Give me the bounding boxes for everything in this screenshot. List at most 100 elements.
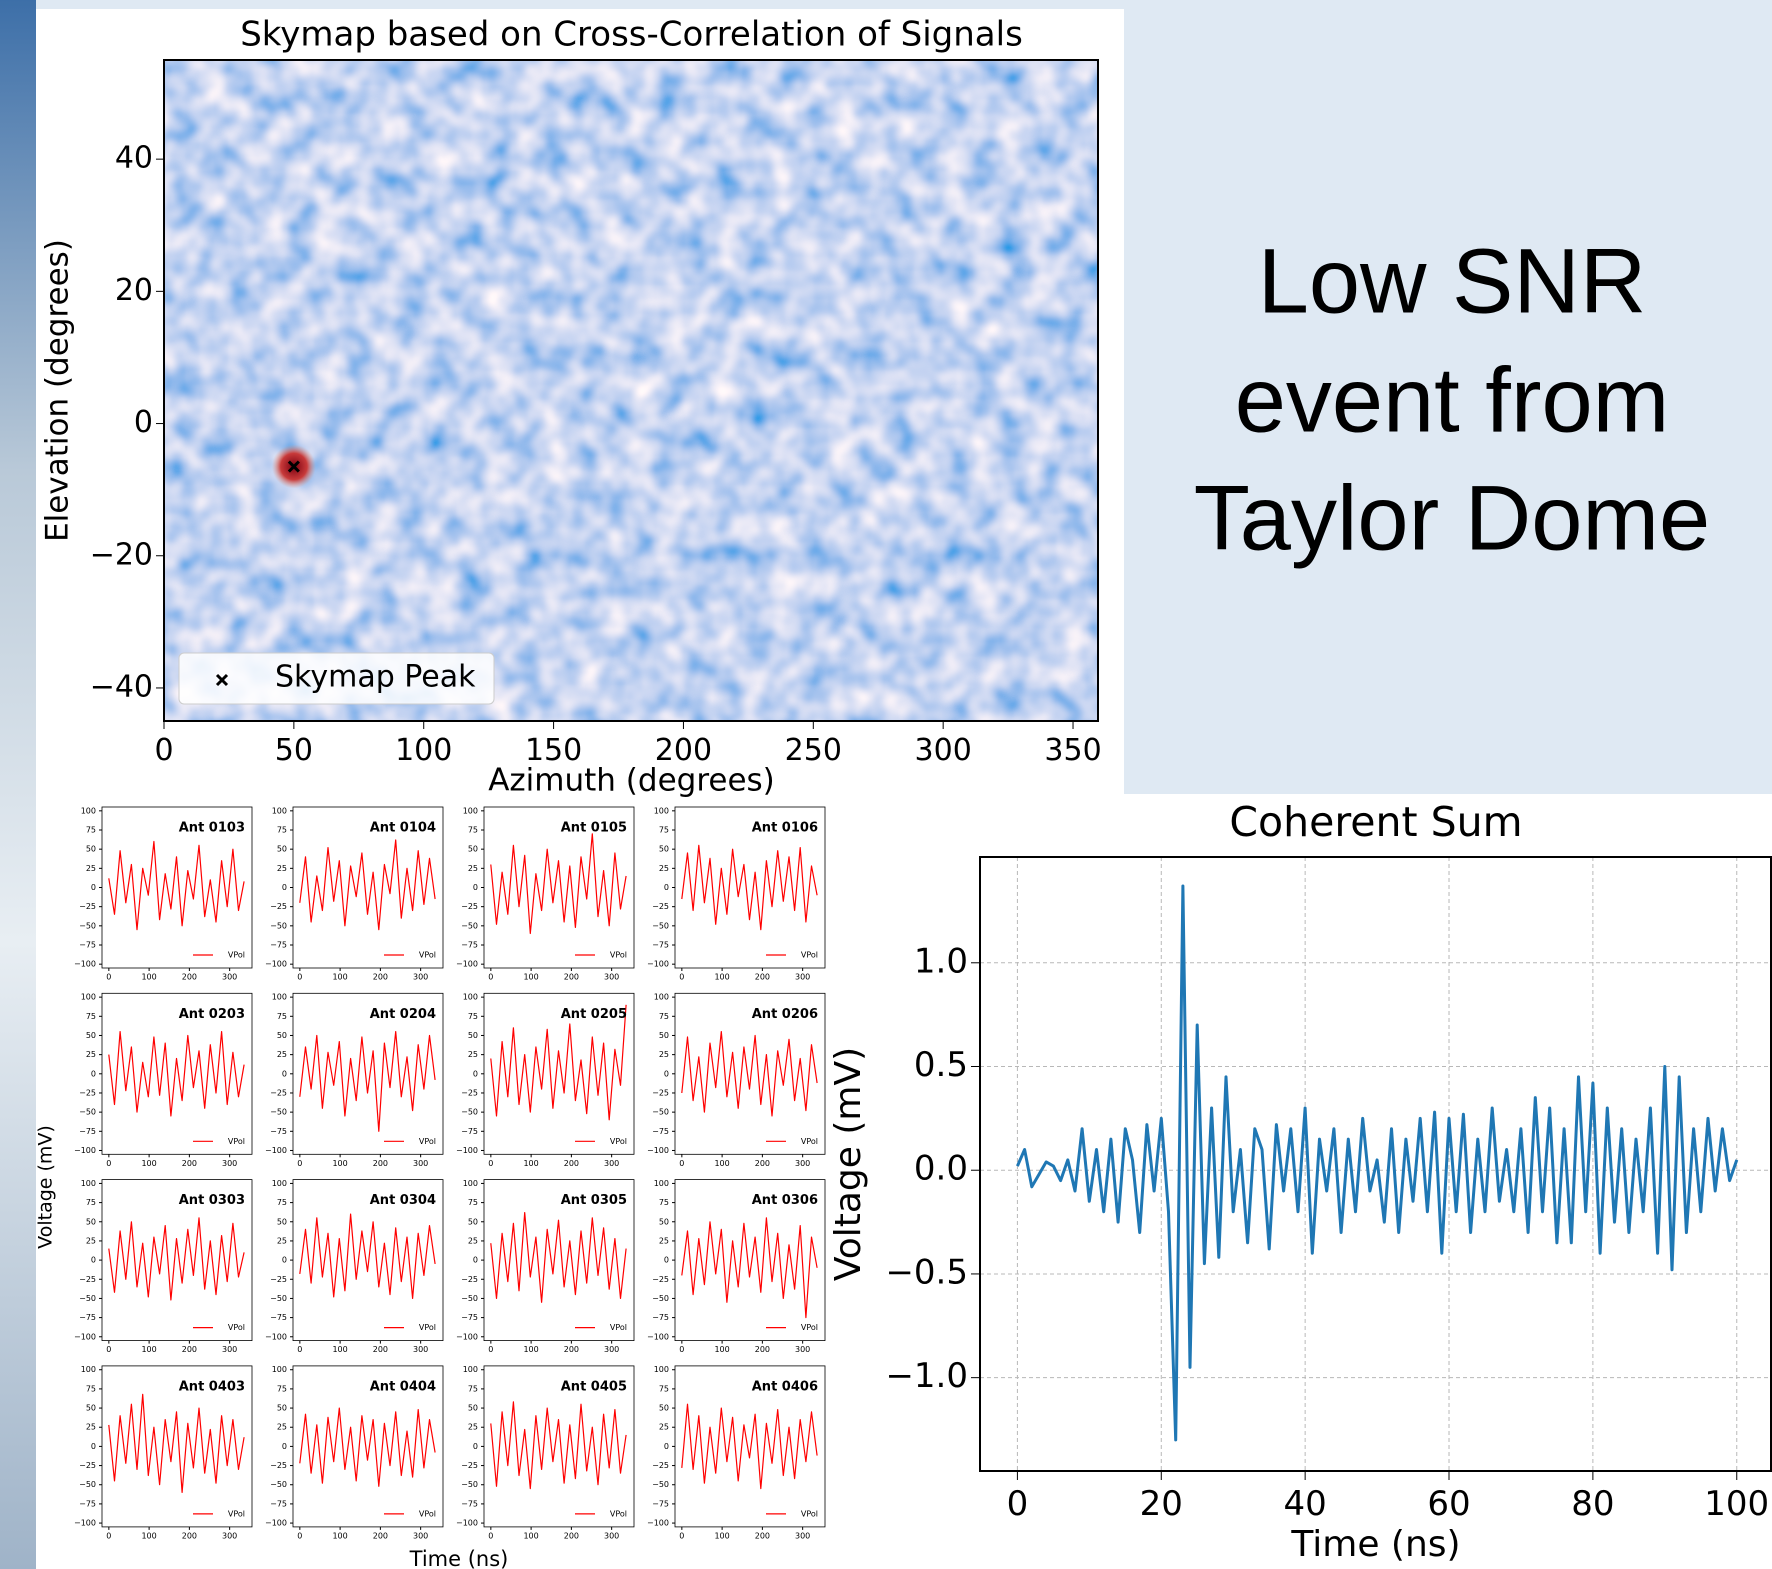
y-tick-label: −25: [461, 1088, 478, 1097]
y-tick-label: −25: [652, 1461, 669, 1470]
y-tick-label: 75: [659, 826, 669, 835]
x-tick-label: 100: [141, 1159, 156, 1168]
x-axis-label: Time (ns): [409, 1547, 509, 1569]
legend-label: VPol: [610, 951, 627, 960]
x-tick-label: 200: [564, 1345, 579, 1354]
y-tick-label: −50: [270, 1108, 287, 1117]
antenna-label: Ant 0105: [561, 821, 627, 836]
line-series: [108, 1217, 245, 1301]
antenna-label: Ant 0205: [561, 1007, 627, 1022]
y-tick-label: −25: [461, 1275, 478, 1284]
x-tick-label: 300: [222, 1159, 237, 1168]
legend-label: VPol: [419, 1137, 436, 1146]
y-tick-label: 50: [277, 845, 287, 854]
antenna-label: Ant 0204: [370, 1007, 436, 1022]
y-tick-label: −20: [90, 537, 153, 572]
x-tick-label: 300: [795, 1159, 810, 1168]
y-tick-label: 100: [81, 806, 96, 815]
y-tick-label: −75: [270, 1127, 287, 1136]
antenna-label: Ant 0403: [179, 1379, 245, 1394]
y-tick-label: −50: [79, 1480, 96, 1489]
x-tick-label: 200: [182, 1531, 197, 1540]
y-tick-label: −100: [456, 1519, 478, 1528]
y-tick-label: 50: [277, 1217, 287, 1226]
y-tick-label: −50: [270, 921, 287, 930]
y-tick-label: 50: [659, 1031, 669, 1040]
y-tick-label: 75: [277, 1384, 287, 1393]
y-tick-label: −50: [461, 1108, 478, 1117]
x-tick-label: 0: [297, 1159, 302, 1168]
y-tick-label: 0: [473, 1069, 478, 1078]
y-tick-label: −75: [461, 1127, 478, 1136]
line-series: [108, 840, 245, 931]
y-tick-label: −100: [265, 1519, 287, 1528]
y-tick-label: −0.5: [885, 1252, 968, 1292]
line-series: [299, 839, 436, 931]
antenna-label: Ant 0405: [561, 1379, 627, 1394]
y-tick-label: −100: [74, 1332, 96, 1341]
plot-frame: [292, 806, 444, 969]
y-tick-label: 0: [664, 1442, 669, 1451]
title-panel: [1124, 0, 1772, 794]
x-tick-label: 300: [795, 1531, 810, 1540]
y-tick-label: −50: [79, 1294, 96, 1303]
line-series: [490, 1401, 627, 1490]
y-tick-label: −50: [652, 1294, 669, 1303]
x-tick-label: 300: [795, 1345, 810, 1354]
x-tick-label: 300: [413, 1159, 428, 1168]
y-tick-label: 50: [468, 1031, 478, 1040]
legend-label: VPol: [801, 1323, 818, 1332]
x-tick-label: 200: [182, 1159, 197, 1168]
y-tick-label: 25: [659, 1236, 669, 1245]
legend-label: VPol: [419, 1323, 436, 1332]
plot-frame: [674, 992, 826, 1155]
y-tick-label: 25: [277, 1050, 287, 1059]
x-tick-label: 100: [332, 1345, 347, 1354]
y-axis-label: Voltage (mV): [828, 1047, 869, 1281]
y-tick-label: 25: [468, 864, 478, 873]
y-tick-label: 50: [86, 1217, 96, 1226]
y-tick-label: 75: [659, 1198, 669, 1207]
y-tick-label: 0: [473, 1442, 478, 1451]
y-tick-label: −100: [265, 1332, 287, 1341]
x-tick-label: 0: [106, 1159, 111, 1168]
x-tick-label: 300: [604, 1345, 619, 1354]
antenna-label: Ant 0206: [752, 1007, 818, 1022]
x-tick-label: 100: [523, 1345, 538, 1354]
line-series: [681, 844, 818, 931]
y-axis-label: Elevation (degrees): [40, 239, 76, 542]
plot-frame: [292, 1365, 444, 1528]
x-tick-label: 250: [785, 733, 842, 768]
y-tick-label: 75: [468, 1012, 478, 1021]
y-tick-label: 20: [115, 273, 153, 308]
y-tick-label: 100: [81, 1179, 96, 1188]
legend-label: VPol: [610, 1509, 627, 1518]
y-tick-label: 100: [81, 993, 96, 1002]
x-tick-label: 100: [332, 973, 347, 982]
y-tick-label: −50: [652, 1108, 669, 1117]
y-tick-label: 50: [468, 845, 478, 854]
y-tick-label: 0: [664, 1069, 669, 1078]
y-tick-label: 75: [468, 826, 478, 835]
line-series: [681, 1403, 818, 1490]
y-tick-label: −50: [652, 1480, 669, 1489]
y-tick-label: −100: [265, 960, 287, 969]
x-tick-label: 0: [488, 1159, 493, 1168]
legend-label: VPol: [228, 1323, 245, 1332]
x-tick-label: 300: [915, 733, 972, 768]
y-tick-label: −25: [461, 902, 478, 911]
antenna-label: Ant 0304: [370, 1193, 436, 1208]
x-tick-label: 200: [564, 1159, 579, 1168]
line-series: [490, 1004, 627, 1121]
y-tick-label: 50: [86, 845, 96, 854]
antenna-label: Ant 0303: [179, 1193, 245, 1208]
y-tick-label: −100: [647, 1519, 669, 1528]
plot-frame: [101, 1179, 253, 1341]
y-tick-label: −100: [647, 1332, 669, 1341]
x-tick-label: 200: [373, 1345, 388, 1354]
x-axis-label: Azimuth (degrees): [488, 763, 775, 799]
y-tick-label: 100: [272, 1365, 287, 1374]
y-tick-label: −100: [265, 1146, 287, 1155]
y-tick-label: 100: [654, 1365, 669, 1374]
